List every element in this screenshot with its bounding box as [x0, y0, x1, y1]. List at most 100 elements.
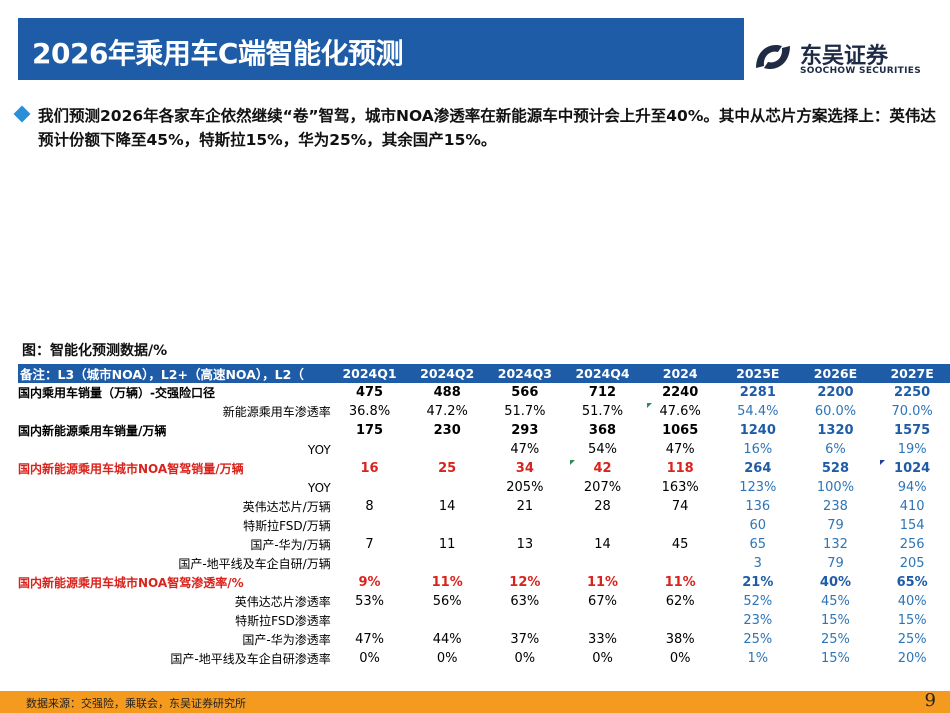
table-cell: 207% — [583, 480, 622, 495]
table-row: 新能源乘用车渗透率 36.8% 47.2% 51.7% 51.7% 47.6% 54.4% 6… — [18, 402, 950, 421]
table-cell — [408, 554, 486, 573]
table-row: 国内乘用车销量（万辆）-交强险口径 475 488 566 712 2240 2281 220… — [18, 383, 950, 402]
forecast-table: 备注：L3（城市NOA），L2+（高速NOA），L2（ 2024Q1 2024Q… — [18, 364, 950, 668]
table-cell: 47% — [355, 632, 384, 647]
table-cell: 15% — [897, 613, 927, 628]
table-cell: 67% — [588, 594, 617, 609]
table-cell: 11% — [586, 575, 619, 590]
table-header-row: 备注：L3（城市NOA），L2+（高速NOA），L2（ 2024Q1 2024Q… — [18, 364, 950, 383]
table-cell: 0% — [436, 651, 458, 666]
table-cell: 25% — [821, 632, 850, 647]
table-cell: 70.0% — [891, 404, 933, 419]
row-label: 国内乘用车销量（万辆）-交强险口径 — [18, 386, 215, 400]
table-row: YOY 205% 207% 163% 123% 100% 94% — [18, 478, 950, 497]
table-cell — [641, 611, 719, 630]
table-cell: 1% — [747, 651, 769, 666]
table-cell — [641, 554, 719, 573]
table-cell: 230 — [433, 423, 461, 438]
table-cell: 54.4% — [737, 404, 779, 419]
table-cell: 7 — [365, 537, 374, 552]
company-logo: 东吴证券 SOOCHOW SECURITIES — [748, 30, 938, 80]
summary-text: 我们预测2026年各家车企依然继续“卷”智驾，城市NOA渗透率在新能源车中预计会… — [38, 107, 936, 149]
table-cell: 264 — [744, 461, 772, 476]
summary-bullet: 我们预测2026年各家车企依然继续“卷”智驾，城市NOA渗透率在新能源车中预计会… — [13, 104, 936, 152]
table-cell: 368 — [588, 423, 617, 438]
table-cell — [408, 516, 486, 535]
table-cell: 25% — [743, 632, 773, 647]
table-row: 特斯拉FSD/万辆 60 79 154 — [18, 516, 950, 535]
table-cell: 1575 — [894, 423, 931, 438]
table-cell: 79 — [827, 556, 844, 571]
header-cell: 2027E — [890, 366, 934, 381]
header-cell: 2024Q1 — [342, 366, 397, 381]
table-cell: 475 — [355, 385, 384, 400]
table-cell: 47% — [510, 442, 540, 457]
table-cell: 25% — [897, 632, 927, 647]
table-cell — [408, 478, 486, 497]
table-cell: 2200 — [817, 385, 854, 400]
table-cell: 53% — [355, 594, 384, 609]
table-cell: 205% — [506, 480, 544, 495]
table-cell — [408, 611, 486, 630]
table-cell: 13 — [516, 537, 534, 552]
table-cell: 163% — [661, 480, 699, 495]
table-cell: 47% — [665, 442, 695, 457]
table-cell: 36.8% — [348, 404, 391, 419]
row-label: 国内新能源乘用车城市NOA智驾渗透率/% — [18, 576, 244, 590]
table-row: 国内新能源乘用车销量/万辆 175 230 293 368 1065 1240 1320 157… — [18, 421, 950, 440]
row-label: 英伟达芯片渗透率 — [234, 595, 331, 609]
table-cell: 94% — [897, 480, 927, 495]
table-cell: 2240 — [662, 385, 699, 400]
row-label: 国内新能源乘用车销量/万辆 — [18, 424, 167, 438]
header-cell: 2024Q2 — [420, 366, 475, 381]
brand-name-cn: 东吴证券 — [800, 44, 889, 69]
row-label: 国内新能源乘用车城市NOA智驾销量/万辆 — [18, 462, 244, 476]
data-source: 数据来源：交强险，乘联会，东吴证券研究所 — [26, 697, 246, 710]
table-cell: 11% — [664, 575, 696, 590]
row-label: 国产-华为/万辆 — [250, 538, 331, 552]
table-cell: 12% — [509, 575, 541, 590]
header-note: 备注：L3（城市NOA），L2+（高速NOA），L2（ — [20, 367, 304, 382]
table-cell: 1240 — [739, 423, 776, 438]
row-label: YOY — [307, 442, 331, 457]
table-cell: 11% — [431, 575, 463, 590]
header-cell: 2024Q4 — [575, 366, 630, 381]
table-cell: 136 — [745, 499, 771, 514]
table-cell: 21% — [742, 575, 774, 590]
title-bar: 2026年乘用车C端智能化预测 — [18, 18, 744, 80]
table-cell — [331, 478, 409, 497]
row-label: 英伟达芯片/万辆 — [242, 500, 331, 514]
table-cell: 44% — [432, 632, 462, 647]
figure-caption: 图：智能化预测数据/% — [22, 343, 168, 359]
table-cell — [331, 611, 409, 630]
table-cell: 11 — [438, 537, 456, 552]
table-cell: 9% — [358, 575, 381, 590]
table-cell: 16% — [743, 442, 773, 457]
row-label: 新能源乘用车渗透率 — [222, 405, 331, 419]
table-cell: 0% — [669, 651, 691, 666]
diamond-bullet-icon — [13, 105, 31, 123]
table-row: 国内新能源乘用车城市NOA智驾渗透率/% 9% 11% 12% 11% 11% 21% 40%… — [18, 573, 950, 592]
table-row: 国内新能源乘用车城市NOA智驾销量/万辆 16 25 34 42 118 264 528 102… — [18, 459, 950, 478]
table-cell: 51.7% — [504, 404, 546, 419]
table-cell: 56% — [432, 594, 462, 609]
table-cell: 60.0% — [814, 404, 857, 419]
table-cell — [486, 554, 564, 573]
table-cell — [408, 440, 486, 459]
table-cell: 52% — [743, 594, 773, 609]
table-cell — [486, 516, 564, 535]
table-cell — [641, 516, 719, 535]
row-label: 国产-地平线及车企自研/万辆 — [178, 557, 331, 571]
table-row: 英伟达芯片渗透率 53% 56% 63% 67% 62% 52% 45% 40% — [18, 592, 950, 611]
table-cell: 488 — [433, 385, 461, 400]
table-row: YOY 47% 54% 47% 16% 6% 19% — [18, 440, 950, 459]
header-cell: 2024Q3 — [497, 366, 552, 381]
table-cell: 566 — [511, 385, 539, 400]
table-cell: 25 — [438, 461, 457, 476]
table-cell: 8 — [365, 499, 374, 514]
table-cell: 118 — [666, 461, 694, 476]
table-cell — [331, 516, 409, 535]
header-cell: 2026E — [813, 366, 858, 381]
table-row: 国产-华为/万辆 7 11 13 14 45 65 132 256 — [18, 535, 950, 554]
row-label: 国产-地平线及车企自研渗透率 — [170, 652, 331, 666]
